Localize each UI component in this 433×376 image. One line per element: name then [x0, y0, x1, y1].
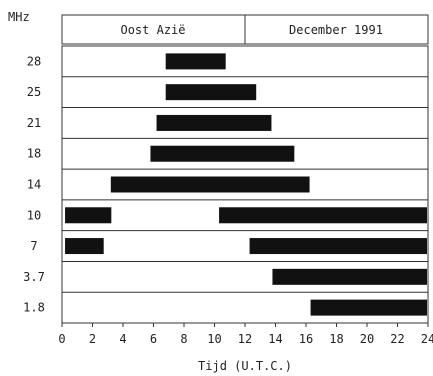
open-band-bar: [165, 53, 226, 70]
open-band-bar: [249, 238, 427, 255]
x-tick-label: 2: [89, 332, 96, 346]
band-label: 21: [27, 116, 41, 130]
x-tick-label: 10: [207, 332, 221, 346]
x-tick-label: 8: [180, 332, 187, 346]
open-band-bar: [219, 207, 427, 224]
open-band-bar: [156, 114, 272, 131]
x-tick-label: 18: [329, 332, 343, 346]
unit-label: MHz: [8, 10, 30, 24]
header-date: December 1991: [289, 23, 383, 37]
x-tick-label: 16: [299, 332, 313, 346]
x-tick-label: 12: [238, 332, 252, 346]
band-label: 1.8: [23, 301, 45, 315]
x-tick-label: 4: [119, 332, 126, 346]
open-band-bar: [65, 238, 104, 255]
open-band-bar: [110, 176, 310, 193]
x-tick-label: 6: [150, 332, 157, 346]
open-band-bar: [165, 84, 257, 101]
x-tick-label: 14: [268, 332, 282, 346]
open-band-bar: [310, 299, 427, 316]
band-label: 3.7: [23, 270, 45, 284]
header-region: Oost Azië: [120, 23, 185, 37]
band-label: 7: [30, 239, 37, 253]
x-axis-label: Tijd (U.T.C.): [198, 359, 292, 373]
band-label: 14: [27, 178, 41, 192]
band-label: 18: [27, 147, 41, 161]
x-tick-label: 20: [360, 332, 374, 346]
open-band-bar: [150, 145, 295, 162]
x-tick-label: 24: [421, 332, 433, 346]
band-label: 10: [27, 208, 41, 222]
x-tick-label: 22: [390, 332, 404, 346]
band-rows: 28 25 21 18 14 10 7 3.7 1.8: [23, 53, 428, 316]
x-tick-label: 0: [58, 332, 65, 346]
open-band-bar: [272, 268, 427, 285]
band-label: 25: [27, 85, 41, 99]
band-label: 28: [27, 54, 41, 68]
open-band-bar: [65, 207, 112, 224]
x-axis: 0 2 4 6 8 10 12 14 16 18 20 22 24: [58, 323, 433, 346]
